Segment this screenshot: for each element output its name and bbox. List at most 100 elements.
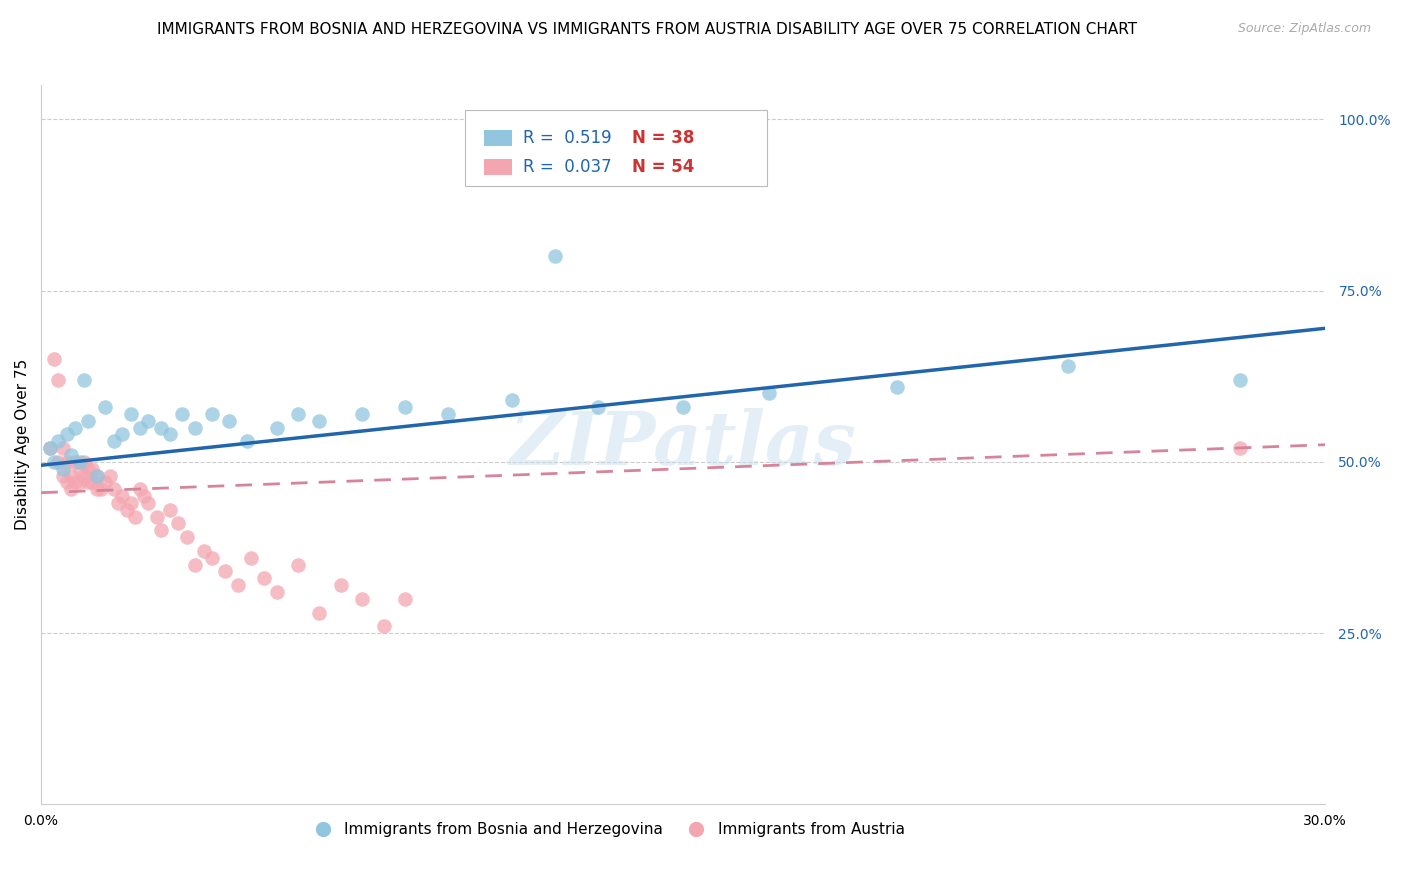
Text: N = 54: N = 54 [631,158,695,177]
Immigrants from Bosnia and Herzegovina [1057,359,1080,373]
Immigrants from Austria [90,482,112,496]
Immigrants from Austria [82,461,104,475]
Immigrants from Bosnia and Herzegovina [56,427,79,442]
Immigrants from Bosnia and Herzegovina [38,441,60,455]
FancyBboxPatch shape [465,111,766,186]
Immigrants from Austria [201,550,224,565]
Immigrants from Bosnia and Herzegovina [46,434,69,449]
Immigrants from Bosnia and Herzegovina [42,455,65,469]
Immigrants from Bosnia and Herzegovina [586,400,609,414]
Text: R =  0.037: R = 0.037 [523,158,612,177]
Immigrants from Austria [98,468,121,483]
Immigrants from Austria [107,496,129,510]
Text: N = 38: N = 38 [631,128,695,147]
Immigrants from Austria [77,475,100,490]
Immigrants from Bosnia and Herzegovina [159,427,181,442]
Immigrants from Bosnia and Herzegovina [544,249,567,263]
Immigrants from Austria [329,578,352,592]
Immigrants from Austria [111,489,134,503]
Immigrants from Austria [214,565,236,579]
Immigrants from Austria [149,524,172,538]
Immigrants from Bosnia and Herzegovina [394,400,416,414]
Immigrants from Austria [1229,441,1251,455]
Immigrants from Austria [373,619,395,633]
Immigrants from Bosnia and Herzegovina [120,407,142,421]
Immigrants from Austria [253,571,276,585]
Immigrants from Austria [176,530,198,544]
Immigrants from Austria [69,461,91,475]
Immigrants from Austria [394,591,416,606]
Text: ZIPatlas: ZIPatlas [510,409,856,481]
Immigrants from Austria [65,455,87,469]
Immigrants from Bosnia and Herzegovina [287,407,309,421]
Text: Source: ZipAtlas.com: Source: ZipAtlas.com [1237,22,1371,36]
Immigrants from Austria [287,558,309,572]
Immigrants from Austria [308,606,330,620]
Immigrants from Austria [56,475,79,490]
Immigrants from Austria [60,468,83,483]
Immigrants from Austria [120,496,142,510]
Immigrants from Austria [46,455,69,469]
Immigrants from Bosnia and Herzegovina [60,448,83,462]
Immigrants from Austria [65,475,87,490]
Immigrants from Bosnia and Herzegovina [266,420,288,434]
Immigrants from Austria [73,455,96,469]
Immigrants from Bosnia and Herzegovina [111,427,134,442]
Immigrants from Austria [159,503,181,517]
Immigrants from Austria [352,591,374,606]
Immigrants from Bosnia and Herzegovina [672,400,695,414]
Immigrants from Bosnia and Herzegovina [184,420,207,434]
Immigrants from Austria [128,482,150,496]
Immigrants from Austria [124,509,146,524]
Immigrants from Bosnia and Herzegovina [65,420,87,434]
Immigrants from Bosnia and Herzegovina [128,420,150,434]
Immigrants from Bosnia and Herzegovina [51,461,73,475]
Immigrants from Austria [132,489,155,503]
Immigrants from Austria [42,352,65,367]
Immigrants from Austria [82,475,104,490]
Bar [484,160,512,175]
Text: IMMIGRANTS FROM BOSNIA AND HERZEGOVINA VS IMMIGRANTS FROM AUSTRIA DISABILITY AGE: IMMIGRANTS FROM BOSNIA AND HERZEGOVINA V… [156,22,1137,37]
Immigrants from Austria [239,550,262,565]
Immigrants from Bosnia and Herzegovina [1229,373,1251,387]
Immigrants from Austria [115,503,138,517]
Immigrants from Bosnia and Herzegovina [77,414,100,428]
Immigrants from Austria [86,482,108,496]
Legend: Immigrants from Bosnia and Herzegovina, Immigrants from Austria: Immigrants from Bosnia and Herzegovina, … [301,816,911,844]
Immigrants from Austria [46,373,69,387]
Text: R =  0.519: R = 0.519 [523,128,612,147]
Immigrants from Austria [51,468,73,483]
Immigrants from Bosnia and Herzegovina [86,468,108,483]
Immigrants from Austria [77,461,100,475]
Y-axis label: Disability Age Over 75: Disability Age Over 75 [15,359,30,531]
Immigrants from Bosnia and Herzegovina [172,407,194,421]
Immigrants from Austria [136,496,159,510]
Immigrants from Austria [86,468,108,483]
Immigrants from Bosnia and Herzegovina [758,386,780,401]
Immigrants from Bosnia and Herzegovina [436,407,458,421]
Immigrants from Austria [69,475,91,490]
Immigrants from Bosnia and Herzegovina [352,407,374,421]
Immigrants from Austria [60,482,83,496]
Immigrants from Bosnia and Herzegovina [201,407,224,421]
Immigrants from Bosnia and Herzegovina [308,414,330,428]
Immigrants from Bosnia and Herzegovina [103,434,125,449]
Immigrants from Bosnia and Herzegovina [886,379,908,393]
Immigrants from Bosnia and Herzegovina [69,455,91,469]
Immigrants from Bosnia and Herzegovina [136,414,159,428]
Immigrants from Austria [226,578,249,592]
Bar [484,130,512,145]
Immigrants from Austria [184,558,207,572]
Immigrants from Bosnia and Herzegovina [94,400,117,414]
Immigrants from Austria [193,544,215,558]
Immigrants from Austria [73,468,96,483]
Immigrants from Bosnia and Herzegovina [218,414,240,428]
Immigrants from Bosnia and Herzegovina [235,434,257,449]
Immigrants from Austria [266,585,288,599]
Immigrants from Austria [167,516,190,531]
Immigrants from Austria [94,475,117,490]
Immigrants from Austria [145,509,167,524]
Immigrants from Bosnia and Herzegovina [73,373,96,387]
Immigrants from Austria [38,441,60,455]
Immigrants from Austria [51,441,73,455]
